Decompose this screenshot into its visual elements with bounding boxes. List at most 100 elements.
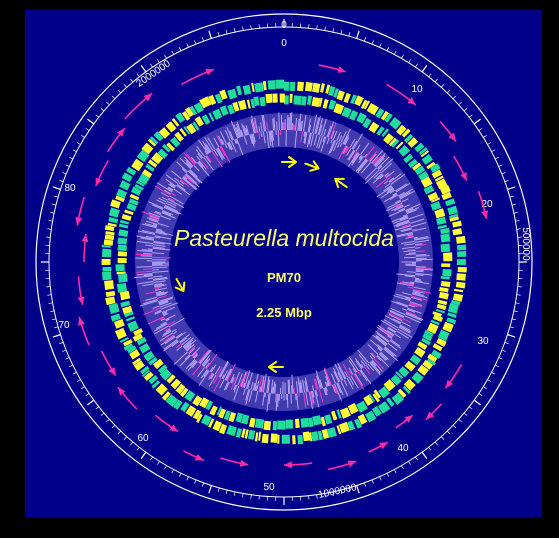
gene-block [125, 302, 126, 306]
gene-block [392, 141, 394, 143]
gene-block [443, 293, 444, 299]
gene-block [210, 116, 212, 117]
gene-block [142, 176, 146, 183]
gene-block [268, 85, 276, 86]
gene-block [343, 111, 350, 114]
gene-block [187, 111, 191, 114]
center-disc [171, 149, 397, 375]
gc-spike [279, 112, 280, 130]
gene-block [394, 378, 399, 383]
gc-spike [289, 379, 290, 394]
gene-block [147, 374, 150, 378]
gene-block [431, 324, 434, 332]
gene-block [145, 146, 150, 152]
gene-block [437, 313, 438, 316]
strain-label: PM70 [267, 270, 301, 285]
gene-block [457, 229, 458, 235]
gene-block [139, 186, 140, 188]
gene-block [152, 162, 154, 165]
gene-block [426, 362, 429, 367]
gene-block [376, 393, 378, 395]
gene-block [133, 200, 135, 204]
gene-block [123, 230, 124, 236]
gene-block [197, 120, 202, 123]
gene-block [186, 130, 188, 131]
gene-block [411, 162, 414, 166]
gene-block [239, 104, 245, 106]
gene-block [455, 301, 456, 304]
gene-block [418, 146, 421, 150]
gene-block [453, 215, 454, 217]
gene-block [379, 130, 382, 132]
gene-block [211, 409, 215, 411]
gene-block [198, 418, 200, 419]
gene-block [435, 203, 437, 209]
gene-block [435, 199, 436, 201]
gene-block [352, 99, 355, 100]
gene-block [121, 284, 122, 292]
gene-block [118, 321, 120, 328]
gc-spike [296, 393, 297, 399]
gc-spike [407, 272, 416, 273]
gene-block [221, 94, 226, 96]
gene-block [201, 401, 207, 404]
gene-block [147, 353, 151, 359]
gc-spike [275, 384, 276, 394]
gene-block [460, 282, 461, 288]
gene-block [445, 234, 446, 242]
gc-spike [291, 394, 292, 404]
gene-block [301, 422, 309, 423]
gene-block [169, 146, 172, 148]
gene-block [188, 409, 194, 413]
gene-block [135, 188, 138, 193]
gene-block [230, 416, 235, 418]
gene-block [440, 310, 441, 312]
gene-block [363, 104, 366, 105]
gene-block [131, 348, 133, 351]
gene-block [406, 389, 408, 391]
gene-block [192, 110, 195, 112]
gc-spike [278, 130, 279, 146]
gene-block [367, 414, 374, 418]
gene-block [161, 367, 164, 370]
gene-block [442, 301, 443, 304]
gene-block [114, 201, 116, 207]
gc-spike [415, 278, 419, 279]
gene-block [122, 238, 123, 244]
gene-block [204, 118, 208, 120]
gene-block [250, 422, 255, 423]
gene-block [130, 318, 131, 320]
gene-block [434, 166, 437, 171]
gene-block [437, 316, 439, 320]
gc-spike [278, 394, 279, 407]
gene-block [312, 436, 318, 437]
gene-block [134, 196, 135, 199]
gene-block [425, 157, 429, 162]
gc-spike [152, 267, 167, 268]
gene-block [237, 90, 241, 91]
gene-block [109, 226, 110, 230]
gene-block [424, 153, 425, 155]
gene-block [451, 314, 452, 317]
gc-spike [136, 267, 152, 268]
gene-block [440, 180, 443, 187]
gene-block [449, 200, 451, 205]
gc-spike [143, 253, 152, 254]
gene-block [174, 122, 176, 124]
gene-block [452, 304, 454, 313]
gene-block [440, 340, 442, 345]
gc-spike [152, 257, 171, 258]
gene-block [360, 418, 366, 421]
gene-block [366, 104, 368, 105]
gene-block [228, 429, 236, 431]
gene-block [136, 360, 138, 362]
outer-scale-label-500000: 500000 [520, 227, 531, 261]
gene-block [237, 417, 242, 418]
gene-block [210, 423, 212, 424]
gene-block [407, 157, 410, 161]
gene-block [421, 367, 425, 373]
gene-block [221, 428, 226, 430]
gene-block [242, 433, 245, 434]
gene-block [176, 403, 180, 406]
gene-block [323, 433, 328, 434]
